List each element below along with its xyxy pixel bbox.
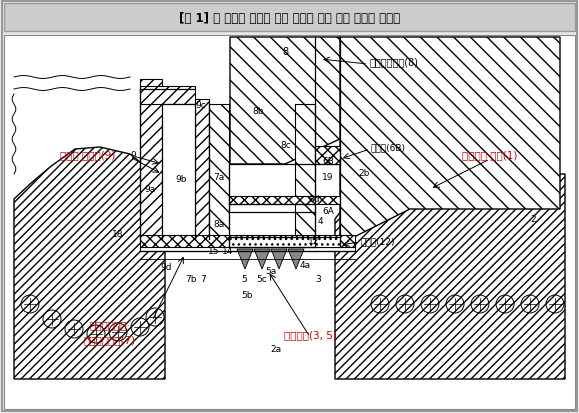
- Text: 5c: 5c: [256, 275, 267, 284]
- Text: 4: 4: [318, 217, 324, 226]
- Bar: [140, 235, 355, 247]
- Bar: [209, 105, 229, 242]
- Text: 8c: 8c: [280, 140, 291, 149]
- Text: 3: 3: [315, 275, 321, 284]
- Bar: [140, 87, 195, 105]
- Polygon shape: [271, 249, 287, 269]
- Bar: [162, 105, 195, 240]
- Text: 9b: 9b: [175, 175, 186, 184]
- Bar: [315, 147, 340, 165]
- Polygon shape: [335, 175, 565, 379]
- Text: 2a: 2a: [270, 345, 281, 354]
- Text: 7b: 7b: [185, 275, 196, 284]
- Text: 6B: 6B: [322, 157, 334, 166]
- Polygon shape: [254, 249, 270, 269]
- Text: 4a: 4a: [300, 260, 311, 269]
- Text: [도 1] 본 발명의 하나의 실시 형태에 관한 접합 구조의 단면도: [도 1] 본 발명의 하나의 실시 형태에 관한 접합 구조의 단면도: [179, 12, 400, 24]
- Text: 세라믹스 부재(1): 세라믹스 부재(1): [462, 150, 518, 159]
- Text: 금속접합부재·: 금속접합부재·: [90, 319, 130, 329]
- Text: 12: 12: [308, 237, 320, 246]
- Text: 7a: 7a: [213, 173, 224, 182]
- Polygon shape: [237, 249, 253, 269]
- Text: 9: 9: [130, 150, 135, 159]
- Bar: [140, 243, 355, 252]
- Bar: [229, 197, 340, 204]
- Polygon shape: [230, 38, 340, 165]
- Text: 저열팽창도체(7): 저열팽창도체(7): [84, 334, 136, 344]
- Text: 8d: 8d: [308, 195, 320, 204]
- Text: 14: 14: [222, 247, 233, 256]
- Text: 8a: 8a: [213, 220, 224, 229]
- Text: 5b: 5b: [241, 290, 252, 299]
- Text: 분위기 보호체(9): 분위기 보호체(9): [60, 150, 116, 159]
- Text: 2: 2: [530, 215, 536, 224]
- Text: 전력공급부재(8): 전력공급부재(8): [370, 57, 419, 67]
- Text: 15: 15: [208, 247, 219, 256]
- Text: 5a: 5a: [265, 267, 276, 276]
- Text: 8: 8: [282, 47, 288, 57]
- Polygon shape: [288, 249, 304, 269]
- Bar: [140, 80, 162, 240]
- Text: 9d: 9d: [160, 263, 171, 272]
- Text: 9c: 9c: [195, 100, 206, 109]
- Text: 2b: 2b: [358, 168, 369, 177]
- Text: 19: 19: [322, 173, 334, 182]
- Bar: [4, 4, 575, 32]
- Text: 매설부재(3, 5): 매설부재(3, 5): [284, 329, 336, 339]
- Text: 6A: 6A: [322, 207, 334, 216]
- Bar: [295, 105, 315, 242]
- Text: 7: 7: [200, 275, 206, 284]
- Text: 접합층(12): 접합층(12): [360, 237, 394, 246]
- Bar: [229, 237, 340, 247]
- Polygon shape: [14, 147, 165, 379]
- Polygon shape: [340, 38, 560, 244]
- Bar: [195, 100, 209, 240]
- Text: 9a: 9a: [144, 185, 155, 194]
- Text: 8b: 8b: [252, 107, 263, 116]
- Text: 접합층(6B): 접합층(6B): [370, 143, 405, 152]
- Text: 18: 18: [112, 230, 123, 239]
- Text: 5: 5: [241, 275, 247, 284]
